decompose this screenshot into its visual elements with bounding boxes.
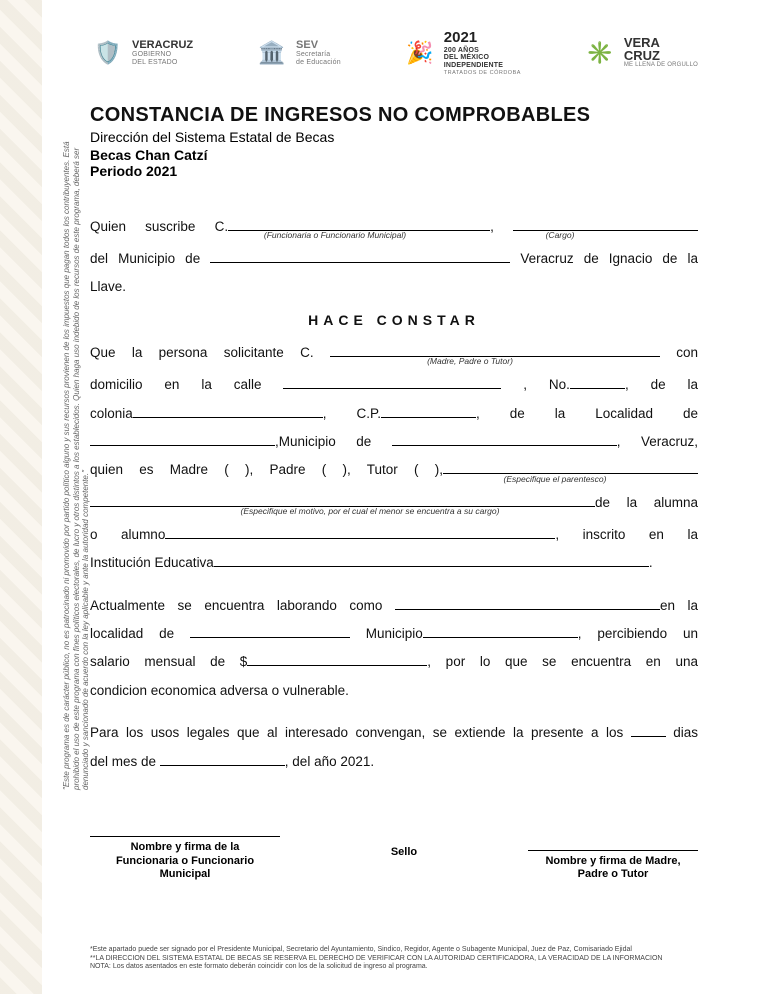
lbl-usos: Para los usos legales que al interesado … xyxy=(90,725,631,740)
flag-icon: 🎉 xyxy=(402,33,438,73)
lbl-localidad: , de la Localidad de xyxy=(476,406,698,421)
lbl-veracruz: Veracruz de Ignacio de la xyxy=(510,251,698,266)
blank-loc2[interactable] xyxy=(190,625,350,638)
blank-mun2[interactable] xyxy=(392,433,617,446)
lbl-quien: Quien suscribe C. xyxy=(90,219,228,234)
hint-madre: (Madre, Padre o Tutor) xyxy=(320,359,620,363)
decorative-left-strip xyxy=(0,0,42,994)
logo-sub2: TRATADOS DE CÓRDOBA xyxy=(444,70,521,76)
lbl-colonia: colonia xyxy=(90,406,133,421)
sig-label-right: Nombre y firma de Madre, Padre o Tutor xyxy=(528,855,698,883)
lbl-persona: Que la persona solicitante C. xyxy=(90,345,330,360)
doc-subtitle: Dirección del Sistema Estatal de Becas xyxy=(90,129,698,145)
side-note-right: Este documento no será válido sin la pre… xyxy=(744,0,754,200)
lbl-mun3: Municipio xyxy=(350,626,423,641)
lbl-quienes: quien es Madre ( ), Padre ( ), Tutor ( )… xyxy=(90,462,443,477)
footnote-1: *Este apartado puede ser signado por el … xyxy=(90,946,698,955)
year: 2021 xyxy=(340,754,370,769)
lbl-enla: en la xyxy=(660,598,698,613)
lbl-cp: , C.P. xyxy=(323,406,381,421)
blank-suscribe[interactable] xyxy=(228,218,490,231)
lbl-delaalumna: de la alumna xyxy=(595,495,698,510)
logo-sub: Secretaría de Educación xyxy=(296,51,341,66)
logo-2021: 🎉 2021 200 AÑOS DEL MÉXICO INDEPENDIENTE… xyxy=(402,30,521,76)
logo-sev: 🏛️ SEV Secretaría de Educación xyxy=(254,33,341,73)
logo-title: VERA CRUZ xyxy=(624,37,698,62)
lbl-con: con xyxy=(660,345,698,360)
footnote-3: NOTA: Los datos asentados en este format… xyxy=(90,963,698,972)
lbl-no: , No. xyxy=(501,377,570,392)
blank-mun3[interactable] xyxy=(423,625,578,638)
lbl-llave: Llave. xyxy=(90,279,126,294)
lbl-salario: salario mensual de $ xyxy=(90,654,247,669)
blank-no[interactable] xyxy=(570,377,625,390)
signature-left: Nombre y firma de la Funcionaria o Funci… xyxy=(90,836,280,882)
logo-veracruz-gobierno: 🛡️ VERACRUZ GOBIERNO DEL ESTADO xyxy=(90,33,193,73)
signature-line-right[interactable] xyxy=(528,850,698,851)
lbl-dias: dias xyxy=(666,725,698,740)
page-content: 🛡️ VERACRUZ GOBIERNO DEL ESTADO 🏛️ SEV S… xyxy=(90,30,698,882)
doc-program: Becas Chan Catzí xyxy=(90,147,698,163)
blank-laborando[interactable] xyxy=(395,597,660,610)
logo-title: VERACRUZ xyxy=(132,39,193,51)
hint-parentesco: (Especifique el parentesco) xyxy=(430,477,680,481)
lbl-loc2: localidad de xyxy=(90,626,190,641)
logo-sub: GOBIERNO DEL ESTADO xyxy=(132,51,193,66)
lbl-delmes: del mes de xyxy=(90,754,160,769)
blank-alumno[interactable] xyxy=(165,526,555,539)
sello-label: Sello xyxy=(344,846,464,882)
logo-veracruz-orgullo: ✳️ VERA CRUZ ME LLENA DE ORGULLO xyxy=(582,33,698,73)
logo-title: 2021 xyxy=(444,30,521,47)
hace-constar: HACE CONSTAR xyxy=(90,306,698,335)
doc-period: Periodo 2021 xyxy=(90,163,698,179)
blank-calle[interactable] xyxy=(283,377,501,390)
blank-inst[interactable] xyxy=(214,555,649,568)
footnote-2: **LA DIRECCION DEL SISTEMA ESTATAL DE BE… xyxy=(90,955,698,964)
blank-dias[interactable] xyxy=(631,724,666,737)
blank-persona[interactable] xyxy=(330,344,660,357)
lbl-inst: Institución Educativa xyxy=(90,555,214,570)
blank-parentesco[interactable] xyxy=(443,462,698,475)
blank-colonia[interactable] xyxy=(133,405,323,418)
signature-row: Nombre y firma de la Funcionaria o Funci… xyxy=(90,836,698,882)
star-icon: ✳️ xyxy=(582,33,618,73)
blank-salario[interactable] xyxy=(247,654,427,667)
blank-cp[interactable] xyxy=(381,405,476,418)
hint-motivo: (Especifique el motivo, por el cual el m… xyxy=(170,509,570,513)
footnotes: *Este apartado puede ser signado por el … xyxy=(90,946,698,972)
logo-sub: 200 AÑOS DEL MÉXICO INDEPENDIENTE xyxy=(444,47,521,70)
header-logos-row: 🛡️ VERACRUZ GOBIERNO DEL ESTADO 🏛️ SEV S… xyxy=(90,30,698,76)
logo-sub: ME LLENA DE ORGULLO xyxy=(624,62,698,69)
hint-cargo: (Cargo) xyxy=(460,233,660,237)
side-note-left: "Este programa es de carácter público, n… xyxy=(62,110,91,790)
building-icon: 🏛️ xyxy=(254,33,290,73)
lbl-delanio: , del año xyxy=(285,754,341,769)
lbl-mun2: ,Municipio de xyxy=(275,434,392,449)
blank-motivo[interactable] xyxy=(90,494,595,507)
lbl-actual: Actualmente se encuentra laborando como xyxy=(90,598,395,613)
signature-line-left[interactable] xyxy=(90,836,280,837)
hint-funcionario: (Funcionaria o Funcionario Municipal) xyxy=(210,233,460,237)
lbl-municipio: del Municipio de xyxy=(90,251,210,266)
shield-icon: 🛡️ xyxy=(90,33,126,73)
lbl-porlo: , por lo que se encuentra en una xyxy=(427,654,698,669)
sig-label-left: Nombre y firma de la Funcionaria o Funci… xyxy=(90,841,280,882)
blank-mes[interactable] xyxy=(160,753,285,766)
doc-title: CONSTANCIA DE INGRESOS NO COMPROBABLES xyxy=(90,104,698,127)
signature-right: Nombre y firma de Madre, Padre o Tutor xyxy=(528,850,698,883)
lbl-cond: condicion economica adversa o vulnerable… xyxy=(90,683,349,698)
doc-body: Quien suscribe C., (Funcionaria o Funcio… xyxy=(90,213,698,776)
lbl-perc: , percibiendo un xyxy=(578,626,698,641)
blank-cargo[interactable] xyxy=(513,218,698,231)
blank-localidad[interactable] xyxy=(90,433,275,446)
logo-title: SEV xyxy=(296,39,341,51)
blank-municipio[interactable] xyxy=(210,250,510,263)
lbl-oalumno: o alumno xyxy=(90,527,165,542)
lbl-domicilio: domicilio en la calle xyxy=(90,377,283,392)
lbl-ver: , Veracruz, xyxy=(617,434,698,449)
lbl-dela: , de la xyxy=(625,377,698,392)
lbl-inscrito: , inscrito en la xyxy=(555,527,698,542)
